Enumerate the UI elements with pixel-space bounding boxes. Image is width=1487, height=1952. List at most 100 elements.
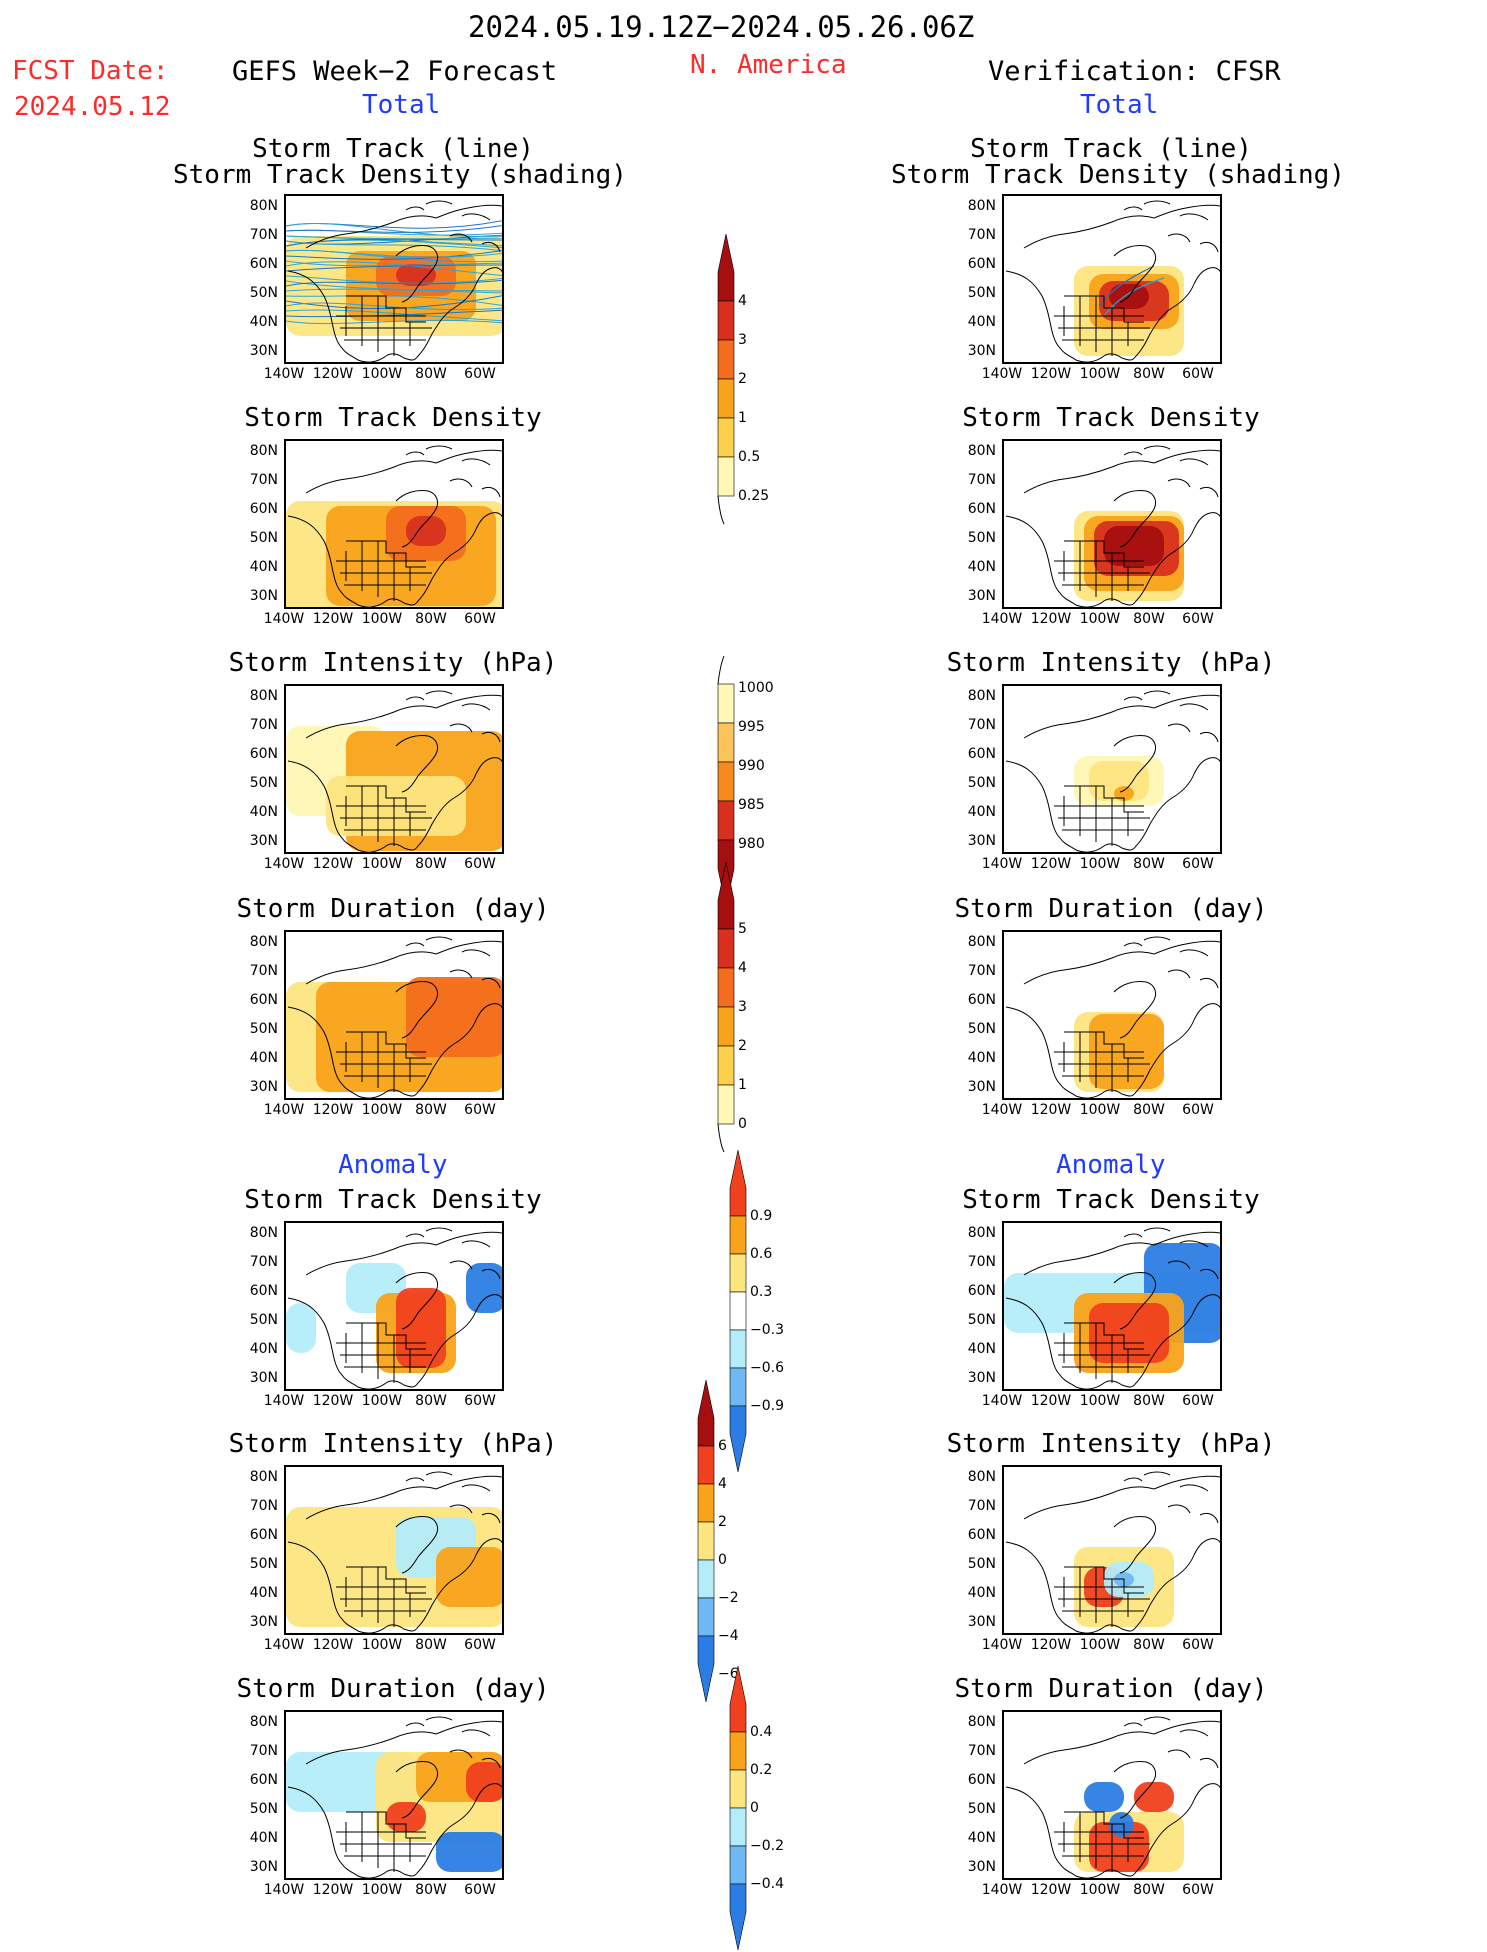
coastline [475,1294,502,1312]
coastline [1153,1231,1220,1246]
right-1-map-canvas [1005,200,1220,362]
colorbar-segment [697,1445,715,1485]
lat-tick-label: 50N [967,1021,996,1037]
coastline [1064,1322,1144,1350]
lon-tick-label: 140W [263,1393,305,1409]
right-5-map-canvas [1004,1227,1220,1389]
colorbar-label: −2 [718,1590,739,1606]
lat-tick-label: 80N [967,1714,996,1730]
lon-tick-label: 80W [1133,1102,1165,1118]
left-7-field-shade [466,1762,502,1802]
lat-tick-label: 40N [249,1585,278,1601]
right-7-map [1002,1710,1222,1880]
lon-tick-label: 60W [464,1637,496,1653]
coastline [385,1554,477,1632]
right-7-field-shade [1134,1782,1174,1812]
lat-tick-label: 60N [967,746,996,762]
coastline [287,1541,387,1633]
storm-track-line [1098,265,1155,307]
lon-tick-label: 120W [312,1882,354,1898]
coastline [405,445,491,466]
coastline [449,478,501,498]
colorbar-segment [729,1845,747,1885]
colorbar-label: −0.9 [750,1398,784,1414]
colorbar-segment [717,300,735,341]
coastline [385,1799,477,1877]
coastline [449,969,501,989]
coastline [1113,735,1157,793]
lon-tick-label: 60W [1182,366,1214,382]
coastline [1193,757,1220,775]
colorbar-anom_intensity [697,1379,715,1703]
lat-tick-label: 80N [967,934,996,950]
lon-tick-label: 80W [415,1882,447,1898]
lat-tick-label: 50N [967,285,996,301]
lat-tick-label: 80N [249,934,278,950]
lon-tick-label: 100W [361,611,403,627]
colorbar-label: −0.3 [750,1322,784,1338]
lat-tick-label: 30N [249,833,278,849]
lon-tick-label: 100W [1079,1102,1121,1118]
lat-tick-label: 30N [967,1614,996,1630]
coastline [1103,1019,1195,1097]
colorbar-segment [729,1769,747,1809]
right-4-title: Storm Duration (day) [954,894,1268,924]
coastline [405,690,491,711]
lat-tick-label: 30N [249,1079,278,1095]
right-1-map [1002,194,1222,364]
coastline [1023,1486,1155,1520]
coastline [305,951,437,985]
right-5-map [1002,1221,1222,1391]
left-6-map-canvas [286,1471,502,1633]
right-6-map [1002,1465,1222,1635]
left-7-map-canvas [286,1716,502,1878]
lon-tick-label: 80W [1133,1393,1165,1409]
lon-tick-label: 100W [1079,366,1121,382]
model-title: GEFS Week−2 Forecast [232,56,558,87]
colorbar-label: −4 [718,1628,739,1644]
coastline [385,283,477,361]
lat-tick-label: 70N [249,227,278,243]
coastline [1153,1720,1220,1735]
coastline [1123,200,1209,221]
coastline [1193,1783,1220,1801]
colorbar-tail [717,1123,725,1153]
coastline [305,460,437,494]
lat-tick-label: 50N [249,775,278,791]
coastline [305,705,437,739]
right-3-title: Storm Intensity (hPa) [946,648,1276,678]
right-2-field-shade [1104,526,1164,566]
lon-tick-label: 100W [1079,856,1121,872]
colorbar-label: 0.2 [750,1762,773,1778]
coastline [395,735,439,793]
left-5-field-shade [466,1263,502,1313]
lat-tick-label: 80N [249,1469,278,1485]
colorbar-segment [717,456,735,497]
lon-tick-label: 60W [1182,856,1214,872]
lat-tick-label: 70N [967,1254,996,1270]
coastline [1064,785,1144,813]
colorbar-label: 4 [738,293,747,309]
lon-tick-label: 100W [361,1393,403,1409]
coastline [435,940,502,955]
coastline [1064,540,1144,568]
coastline [346,295,426,323]
left-1-map [284,194,504,364]
lon-tick-label: 60W [464,1393,496,1409]
colorbar-segment [717,722,735,763]
lon-tick-label: 80W [1133,1637,1165,1653]
coastline [1167,1749,1219,1769]
lat-tick-label: 50N [967,530,996,546]
left-1-subtitle: Storm Track Density (shading) [173,160,627,190]
left-7-title: Storm Duration (day) [236,1674,550,1704]
coastline [1193,512,1220,530]
lat-tick-label: 40N [967,1585,996,1601]
storm-track-line [286,279,502,287]
coastline [1063,786,1129,846]
lat-tick-label: 40N [967,804,996,820]
coastline [475,1003,502,1021]
colorbar-segment [729,1665,747,1733]
lon-tick-label: 60W [1182,611,1214,627]
colorbar-anom_duration [729,1665,747,1951]
colorbar-segment [717,378,735,419]
